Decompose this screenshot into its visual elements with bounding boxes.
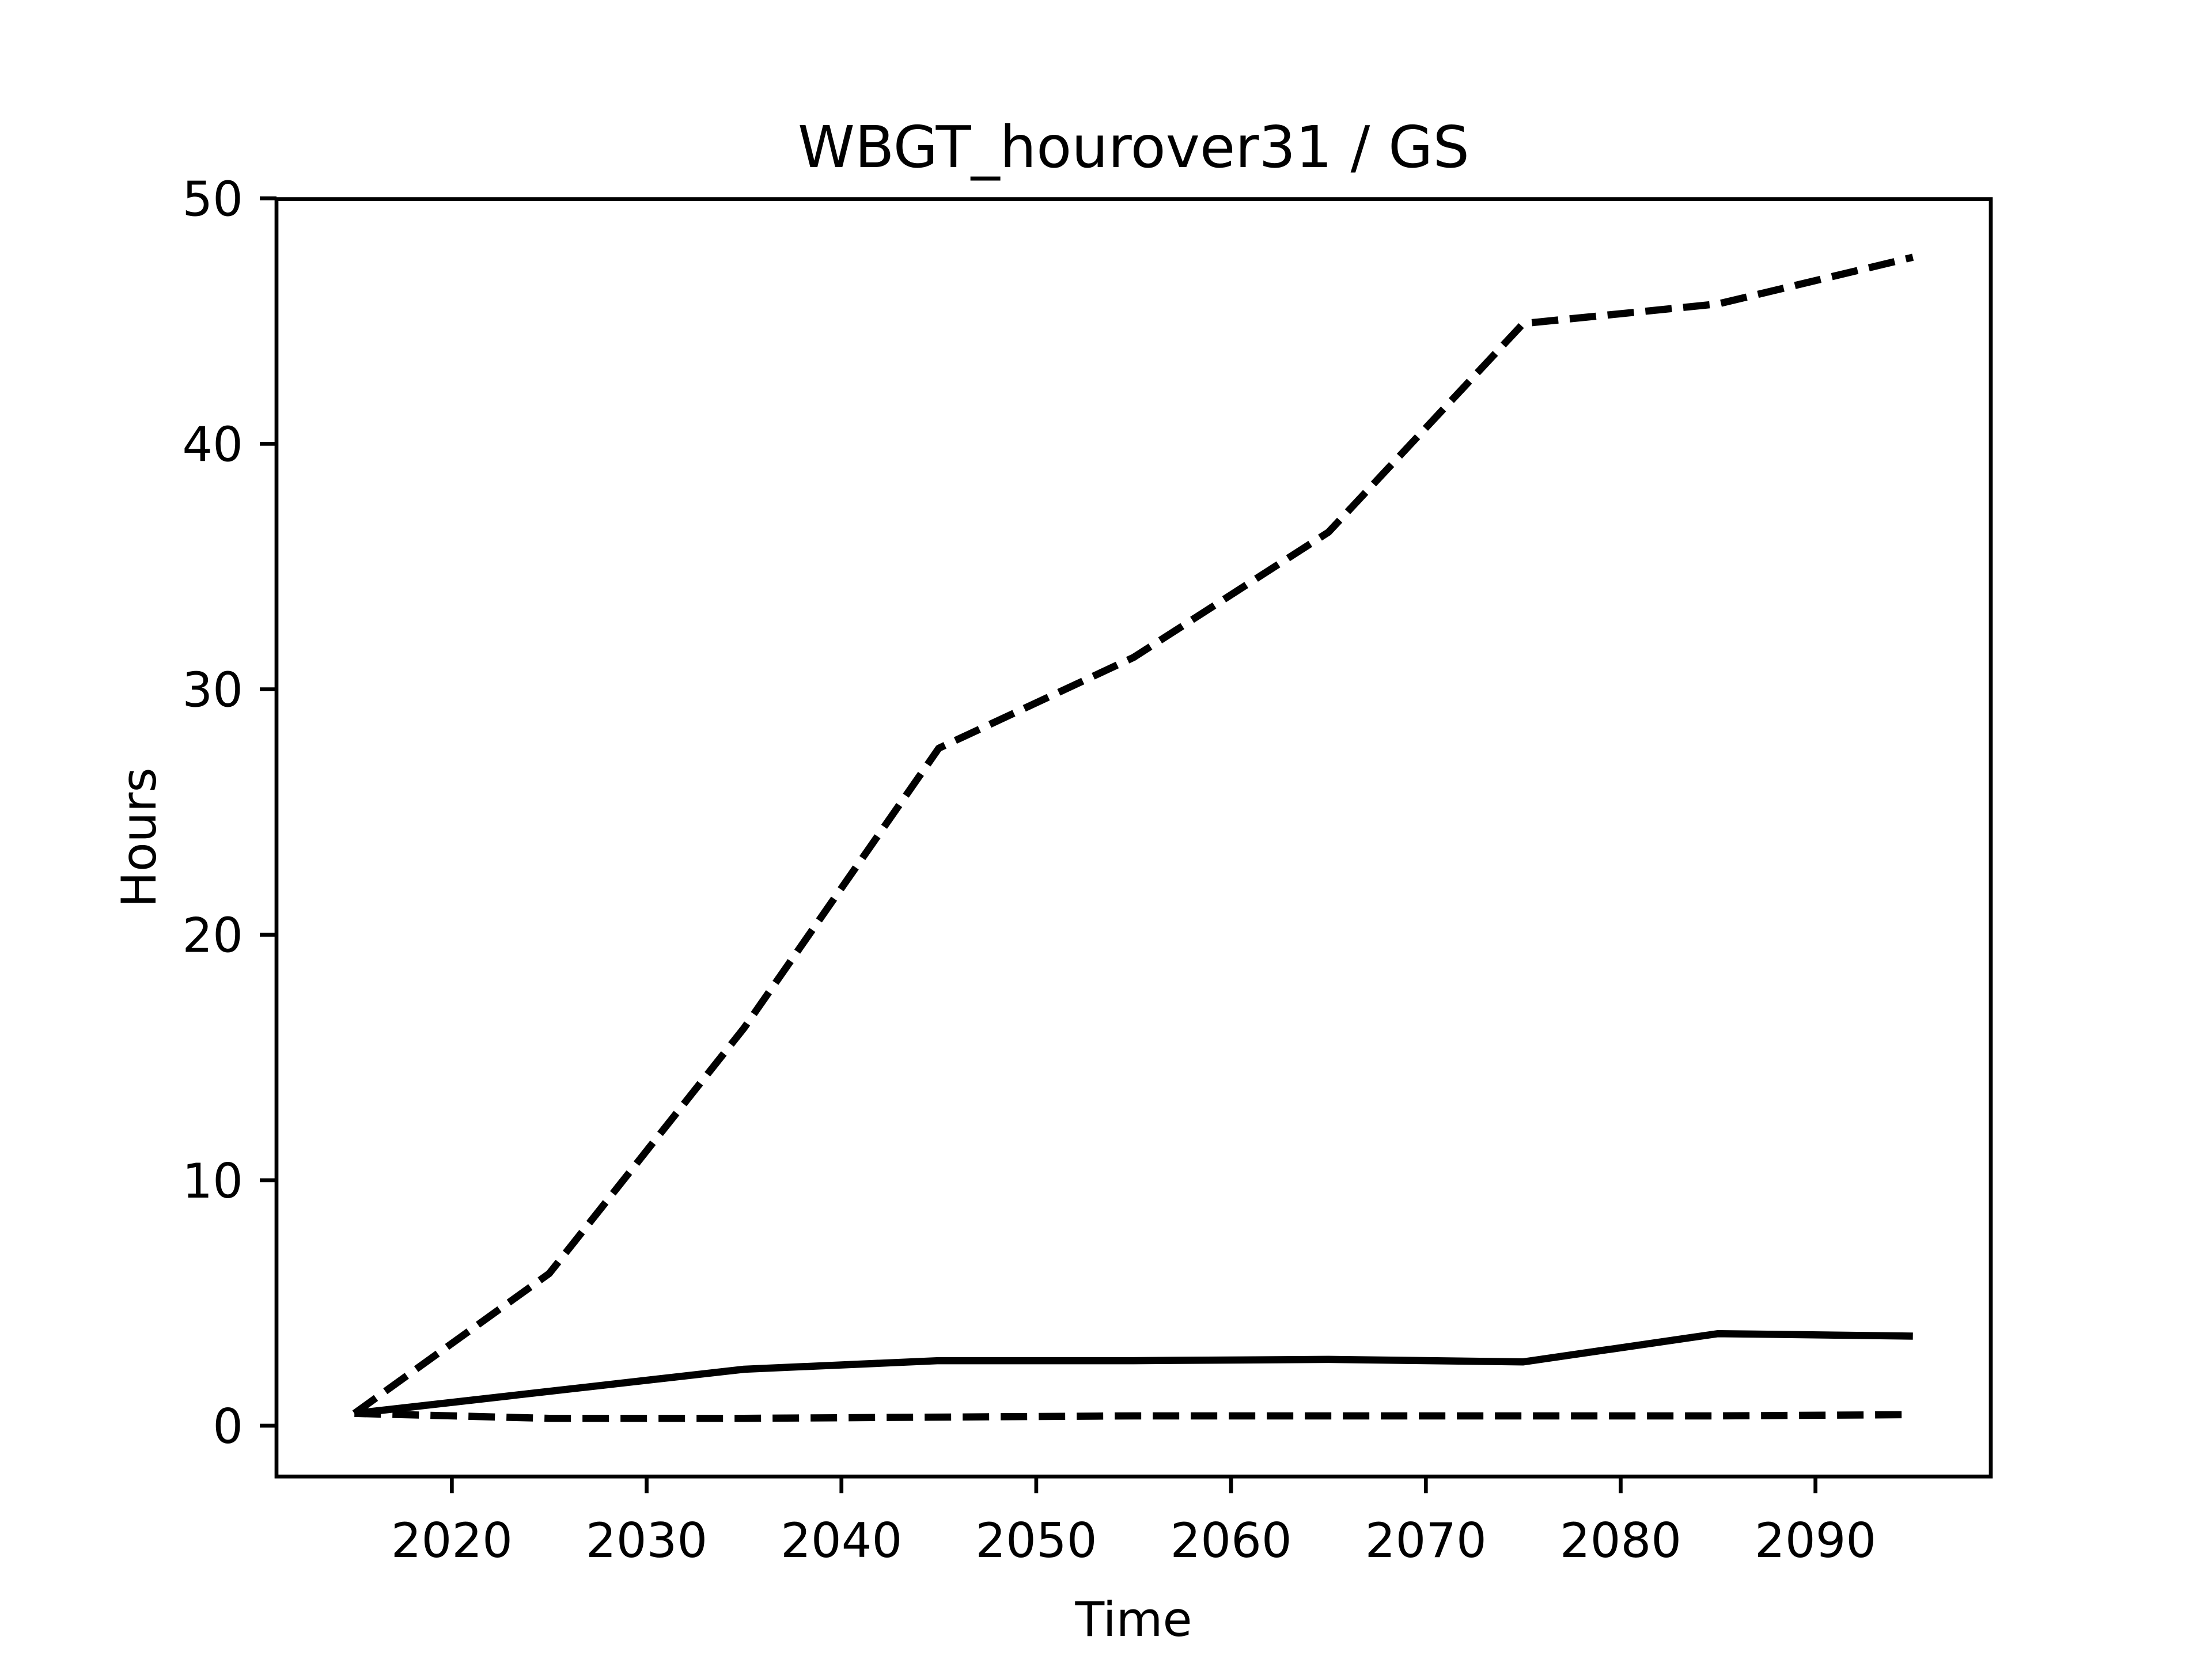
y-tick-label: 10 (182, 1153, 243, 1209)
x-tick-label: 2090 (1755, 1513, 1876, 1569)
y-tick-label: 30 (182, 662, 243, 718)
x-tick-label: 2060 (1170, 1513, 1291, 1569)
x-axis-label: Time (1074, 1592, 1192, 1647)
x-tick-label: 2040 (781, 1513, 902, 1569)
x-tick-label: 2050 (975, 1513, 1097, 1569)
x-tick-label: 2070 (1365, 1513, 1487, 1569)
x-tick-label: 2080 (1560, 1513, 1681, 1569)
x-tick-label: 2030 (586, 1513, 707, 1569)
series-line (352, 253, 1914, 1416)
chart-title: WBGT_hourover31 / GS (798, 113, 1469, 181)
series-line (354, 1330, 1913, 1417)
y-tick-label: 20 (182, 908, 243, 964)
series-line (354, 1410, 1913, 1422)
y-axis-label: Hours (111, 767, 167, 907)
x-tick-label: 2020 (391, 1513, 513, 1569)
y-tick-label: 0 (213, 1399, 243, 1455)
axes-frame (274, 197, 1993, 1479)
y-tick-label: 50 (182, 171, 243, 227)
y-tick-label: 40 (182, 416, 243, 472)
